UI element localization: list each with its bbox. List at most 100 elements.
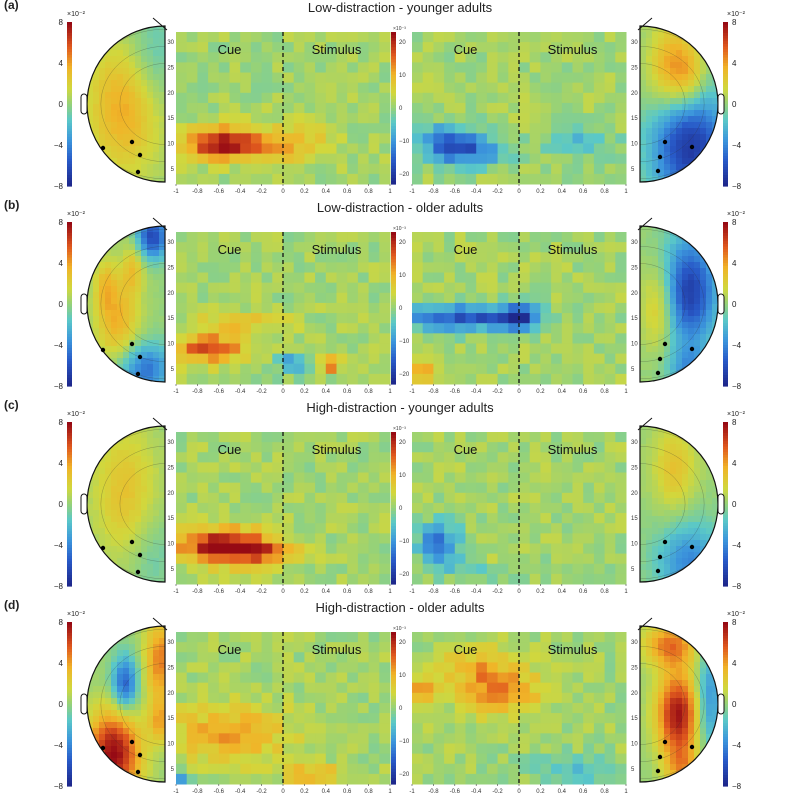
colorbar-swatch [67, 106, 72, 111]
tf-cell [208, 353, 220, 365]
tf-cell [529, 302, 541, 314]
tf-cell [412, 272, 424, 284]
scalp-cell [147, 262, 154, 269]
tf-cell [454, 543, 466, 555]
scalp-cell [105, 74, 112, 81]
scalp-colorbar-left: 840−4−8×10⁻² [54, 411, 86, 591]
colorbar-swatch [67, 695, 72, 700]
colorbar-swatch [723, 328, 728, 332]
colorbar-swatch [723, 646, 728, 650]
tf-cell [593, 302, 606, 314]
colorbar-swatch [723, 493, 728, 497]
scalp-cell [688, 56, 695, 63]
tf-cell [315, 573, 327, 585]
scalp-cell [129, 32, 136, 39]
scalp-cell [658, 432, 665, 439]
tf-cell [283, 42, 295, 53]
scalp-cell [159, 262, 165, 269]
scalp-cell [135, 522, 142, 529]
colorbar-swatch [391, 289, 396, 294]
tf-cell [519, 262, 531, 274]
tf-cell [379, 72, 391, 84]
scalp-cell [117, 370, 124, 377]
y-tick-label: 10 [631, 341, 638, 347]
scalp-cell [99, 292, 106, 299]
tf-cell [529, 523, 541, 534]
tf-cell [529, 133, 541, 144]
scalp-cell [87, 546, 94, 553]
scalp-cell [652, 262, 659, 269]
tf-cell [176, 323, 188, 334]
tf-cell [422, 513, 434, 524]
scalp-cell [147, 140, 154, 147]
scalp-cell [153, 304, 160, 311]
scalp-cell [670, 256, 677, 263]
colorbar-tick-label: 8 [59, 218, 64, 227]
scalp-cell [652, 158, 659, 165]
tf-cell [283, 482, 295, 494]
scalp-cell [117, 674, 124, 681]
tf-cell [261, 52, 273, 63]
scalp-cell [658, 38, 665, 45]
scalp-cell [141, 98, 148, 105]
tf-cell [218, 62, 230, 74]
scalp-cell [123, 346, 130, 353]
tf-cell [486, 482, 499, 494]
scalp-cell [141, 262, 148, 269]
tf-cell [368, 92, 380, 104]
scalp-cell [87, 364, 94, 371]
scalp-cell [664, 456, 671, 463]
tf-cell [551, 543, 563, 555]
tf-cell [379, 153, 391, 165]
tf-cell [433, 543, 445, 555]
tf-cell [433, 492, 445, 504]
tf-cell [572, 102, 584, 114]
colorbar-swatch [67, 142, 72, 146]
scalp-cell [712, 86, 718, 93]
colorbar-swatch [391, 292, 396, 297]
tf-cell [465, 353, 477, 365]
tf-cell [368, 563, 380, 575]
scalp-cell [682, 170, 689, 177]
scalp-cell [670, 158, 677, 165]
tf-cell [465, 363, 477, 375]
tf-cell [604, 353, 616, 365]
scalp-cell [646, 570, 653, 577]
tf-cell [379, 333, 391, 344]
tf-cell [615, 432, 627, 443]
scalp-cell [105, 256, 112, 263]
tf-cell [422, 462, 434, 474]
tf-cell [561, 133, 573, 144]
tf-cell [444, 62, 456, 74]
scalp-cell [646, 74, 653, 81]
scalp-cell [147, 462, 154, 469]
colorbar-tick-label: −4 [732, 741, 742, 750]
tf-cell [336, 102, 348, 114]
tf-cell [519, 113, 531, 124]
tf-cell [186, 333, 198, 344]
scalp-cell [658, 274, 665, 281]
tf-cell [486, 242, 499, 253]
colorbar-swatch [67, 271, 72, 275]
scalp-cell [135, 104, 142, 111]
tf-cell [336, 32, 348, 43]
scalp-cell [153, 334, 160, 341]
tf-cell [357, 442, 370, 453]
tf-cell [250, 252, 263, 263]
x-tick-label: -0.6 [214, 189, 225, 195]
tf-cell [519, 153, 531, 165]
tf-cell [422, 292, 434, 304]
scalp-cell [141, 638, 148, 645]
scalp-cell [658, 510, 665, 517]
scalp-cell [105, 650, 112, 657]
tf-cell [444, 373, 456, 385]
x-tick-label: -0.6 [214, 589, 225, 595]
scalp-cell [640, 316, 647, 323]
scalp-cell [105, 176, 112, 182]
scalp-cell [153, 644, 160, 651]
scalp-cell [117, 376, 124, 382]
x-tick-label: 0.4 [558, 189, 567, 195]
scalp-cell [694, 26, 701, 33]
scalp-cell [676, 56, 683, 63]
colorbar-swatch [391, 559, 396, 564]
